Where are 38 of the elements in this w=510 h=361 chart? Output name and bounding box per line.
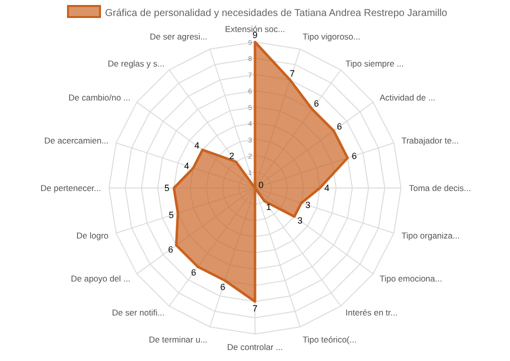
data-label: 6 [336,122,342,132]
data-label: 5 [168,210,174,220]
spoke-label: De apoyo del ... [70,274,130,284]
spoke-label: De cambio/no ... [68,92,130,102]
spoke-label: Tipo teórico(... [302,334,357,344]
data-label: 6 [314,98,319,109]
spoke-label: De reglas y s... [108,58,164,68]
data-label: 6 [220,282,226,292]
data-label: 4 [184,160,190,171]
spoke-label: De pertenecer... [40,183,101,193]
data-label: 6 [168,244,174,254]
data-label: 1 [266,202,272,212]
spoke-label: De logro [76,230,109,241]
spoke-label: Extensión soc... [224,24,286,34]
data-label: 3 [305,200,310,210]
spoke-label: Tipo siempre ... [346,58,404,68]
spoke-label: De acercamien... [44,135,109,146]
spoke-label: De ser agresi... [150,32,208,42]
spoke-label: Actividad de ... [380,92,436,102]
data-label: 7 [290,68,295,78]
data-label: 6 [352,150,357,161]
spoke-label: Trabajador te... [401,135,459,146]
spoke-label: Tipo emociona... [380,274,442,284]
data-label: 4 [194,140,200,151]
spoke-label: De ser notifi... [112,308,164,318]
legend-label: Gráfica de personalidad y necesidades de Tatiana Andrea Restrepo Jaramillo [105,8,448,19]
data-label: 5 [164,183,170,193]
spoke-label: Tipo organiza... [401,230,460,241]
spoke-label: Toma de decis... [409,183,471,193]
spoke-label: Interés en tr... [346,308,398,318]
data-label: 2 [229,151,234,162]
data-label: 6 [191,267,196,278]
data-label: 0 [258,180,264,190]
data-label: 4 [324,183,330,193]
spoke-label: De controlar ... [227,342,283,352]
spoke-label: Tipo vigoroso... [302,32,360,42]
data-label: 3 [298,216,303,226]
spoke-label: De terminar u... [148,334,208,344]
